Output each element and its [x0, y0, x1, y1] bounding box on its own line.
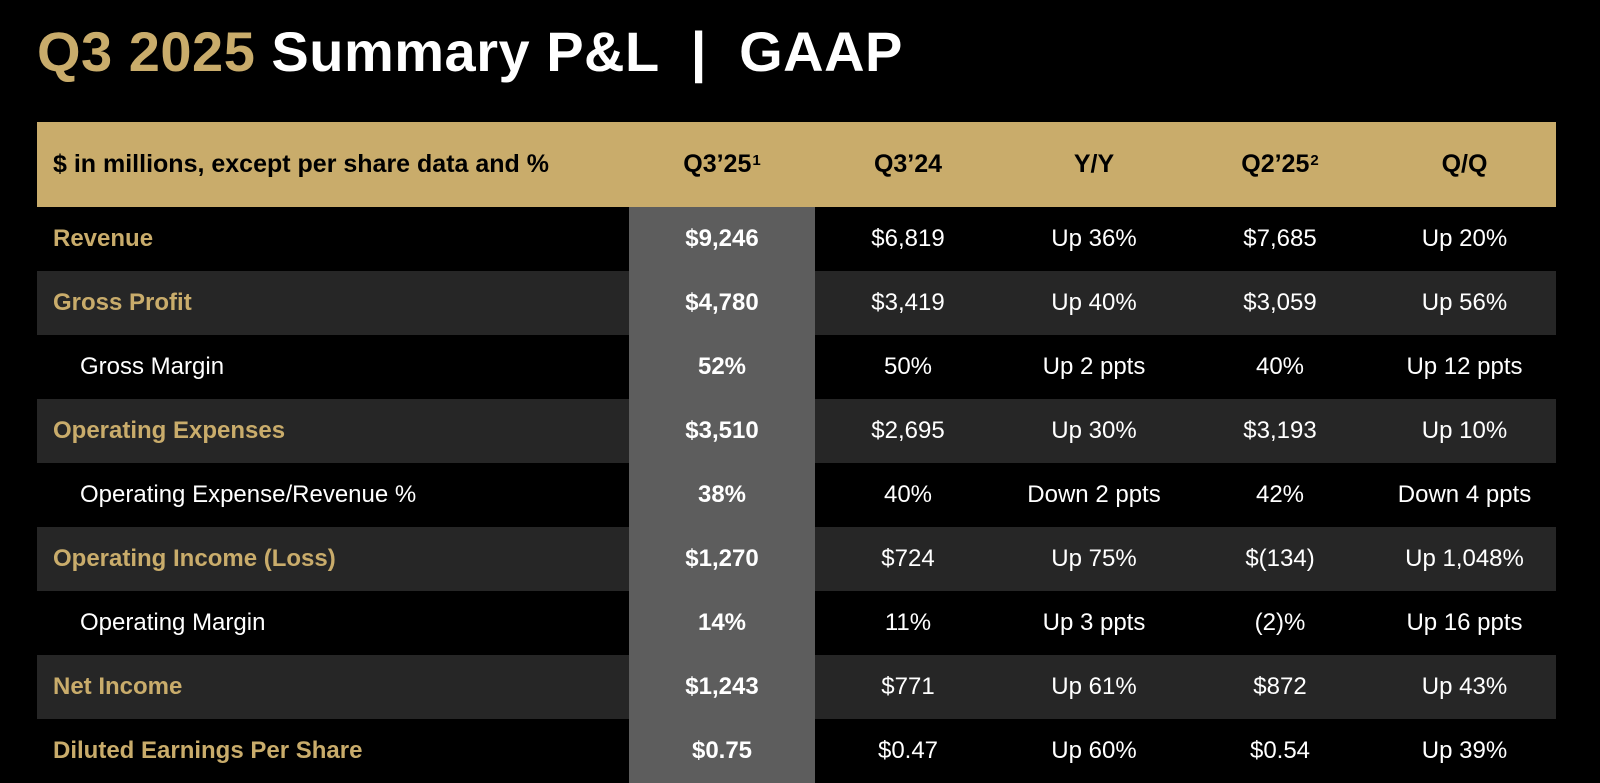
table-row-operating-margin: Operating Margin 14% 11% Up 3 ppts (2)% … [37, 591, 1556, 655]
title-accent: Q3 2025 [37, 20, 256, 83]
cell-q325: 52% [629, 335, 815, 399]
cell-q324: 50% [883, 353, 933, 380]
cell-q225: $3,193 [1243, 417, 1317, 444]
row-label: Operating Income (Loss) [53, 545, 336, 572]
cell-q225: $3,059 [1243, 289, 1317, 316]
cell-qq: Up 39% [1421, 737, 1508, 764]
cell-q324: $0.47 [877, 737, 939, 764]
table-row-opex-revenue-pct: Operating Expense/Revenue % 38% 40% Down… [37, 463, 1556, 527]
table-row-revenue: Revenue $9,246 $6,819 Up 36% $7,685 Up 2… [37, 207, 1556, 271]
header-yy: Y/Y [1073, 150, 1115, 178]
cell-yy: Up 60% [1051, 737, 1137, 764]
header-qq: Q/Q [1441, 150, 1488, 178]
cell-qq: Up 20% [1421, 225, 1508, 252]
cell-yy: Up 3 ppts [1042, 609, 1146, 636]
cell-yy: Up 36% [1051, 225, 1137, 252]
cell-qq: Up 16 ppts [1406, 609, 1523, 636]
cell-qq: Up 12 ppts [1406, 353, 1523, 380]
cell-q225: 42% [1255, 481, 1305, 508]
cell-qq: Up 43% [1421, 673, 1508, 700]
header-q324: Q3’24 [873, 150, 943, 178]
cell-q225: $0.54 [1249, 737, 1311, 764]
cell-q324: $3,419 [871, 289, 945, 316]
cell-q324: $771 [881, 673, 935, 700]
cell-q225: $7,685 [1243, 225, 1317, 252]
row-label: Gross Profit [53, 289, 192, 316]
cell-yy: Down 2 ppts [1027, 481, 1161, 508]
cell-qq: Up 10% [1421, 417, 1508, 444]
row-label: Operating Expenses [53, 417, 286, 444]
cell-q324: $2,695 [871, 417, 945, 444]
row-label: Operating Margin [80, 609, 266, 636]
footnote-1: 1 [752, 152, 761, 169]
header-label: $ in millions, except per share data and… [53, 150, 549, 178]
cell-q325: $3,510 [629, 399, 815, 463]
page-title: Q3 2025 Summary P&L | GAAP [37, 16, 903, 88]
table-row-net-income: Net Income $1,243 $771 Up 61% $872 Up 43… [37, 655, 1556, 719]
header-q225: Q2’25 2 [1187, 122, 1373, 207]
table-row-operating-expenses: Operating Expenses $3,510 $2,695 Up 30% … [37, 399, 1556, 463]
cell-q325: $9,246 [629, 207, 815, 271]
cell-yy: Up 61% [1051, 673, 1137, 700]
cell-qq: Up 56% [1421, 289, 1508, 316]
table-header-row: $ in millions, except per share data and… [37, 122, 1556, 207]
summary-pl-table: $ in millions, except per share data and… [37, 122, 1556, 783]
cell-q324: 11% [884, 609, 932, 636]
title-main: Summary P&L | GAAP [271, 20, 903, 83]
row-label: Diluted Earnings Per Share [53, 737, 363, 764]
cell-q324: 40% [883, 481, 933, 508]
cell-qq: Down 4 ppts [1397, 481, 1532, 508]
cell-q324: $6,819 [871, 225, 945, 252]
cell-q325: 38% [629, 463, 815, 527]
table-row-gross-profit: Gross Profit $4,780 $3,419 Up 40% $3,059… [37, 271, 1556, 335]
cell-q324: $724 [881, 545, 935, 572]
cell-qq: Up 1,048% [1405, 545, 1524, 572]
cell-yy: Up 2 ppts [1042, 353, 1146, 380]
header-q325-text: Q3’25 [683, 150, 752, 178]
table-row-operating-income: Operating Income (Loss) $1,270 $724 Up 7… [37, 527, 1556, 591]
cell-q325: $1,270 [629, 527, 815, 591]
cell-yy: Up 30% [1051, 417, 1137, 444]
header-q225-text: Q2’25 [1241, 150, 1310, 178]
cell-q325: $1,243 [629, 655, 815, 719]
table-row-gross-margin: Gross Margin 52% 50% Up 2 ppts 40% Up 12… [37, 335, 1556, 399]
cell-q225: $(134) [1245, 545, 1315, 572]
row-label: Net Income [53, 673, 183, 700]
table-row-diluted-eps: Diluted Earnings Per Share $0.75 $0.47 U… [37, 719, 1556, 783]
cell-q225: (2)% [1254, 609, 1306, 636]
row-label: Operating Expense/Revenue % [80, 481, 417, 508]
cell-yy: Up 40% [1051, 289, 1137, 316]
footnote-2: 2 [1310, 152, 1319, 169]
row-label: Gross Margin [80, 353, 225, 380]
cell-q325: $0.75 [629, 719, 815, 783]
cell-q225: 40% [1255, 353, 1305, 380]
cell-yy: Up 75% [1051, 545, 1137, 572]
cell-q225: $872 [1253, 673, 1307, 700]
header-q325: Q3’25 1 [629, 122, 815, 207]
row-label: Revenue [53, 225, 154, 252]
cell-q325: $4,780 [629, 271, 815, 335]
cell-q325: 14% [629, 591, 815, 655]
